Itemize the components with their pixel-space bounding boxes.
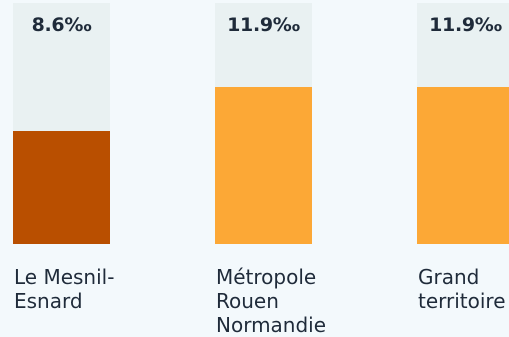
value-label: 8.6‰ (31, 14, 92, 36)
bar (417, 87, 509, 244)
value-label: 11.9‰ (429, 14, 502, 36)
bar (13, 131, 110, 244)
bar (215, 87, 312, 244)
category-label: Le Mesnil- Esnard (14, 265, 115, 313)
category-label: Grand territoire (418, 265, 506, 313)
category-label: Métropole Rouen Normandie (216, 265, 327, 337)
value-label: 11.9‰ (227, 14, 300, 36)
